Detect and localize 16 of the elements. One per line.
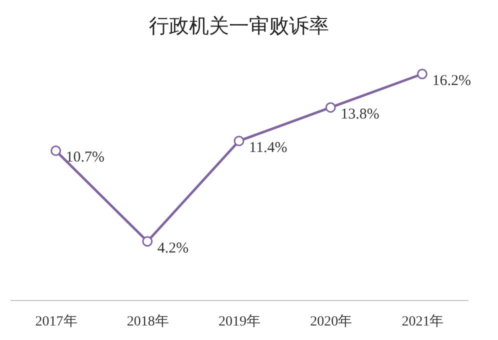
point bbox=[325, 102, 336, 113]
data-label: 10.7% bbox=[66, 150, 105, 166]
data-label: 13.8% bbox=[340, 106, 380, 122]
x-tick-label: 2019年 bbox=[218, 314, 260, 330]
data-label: 4.2% bbox=[157, 240, 189, 256]
point bbox=[234, 136, 244, 146]
x-tick-label: 2020年 bbox=[310, 314, 352, 330]
x-tick-label: 2018年 bbox=[126, 314, 169, 330]
point bbox=[416, 68, 428, 80]
point bbox=[142, 236, 153, 247]
x-tick-label: 2017年 bbox=[35, 314, 78, 330]
data-label: 16.2% bbox=[432, 73, 471, 89]
x-tick-label: 2021年 bbox=[402, 314, 444, 330]
chart-title: 行政机关一审败诉率 bbox=[149, 14, 329, 38]
point bbox=[50, 146, 62, 156]
data-label: 11.4% bbox=[249, 140, 288, 156]
